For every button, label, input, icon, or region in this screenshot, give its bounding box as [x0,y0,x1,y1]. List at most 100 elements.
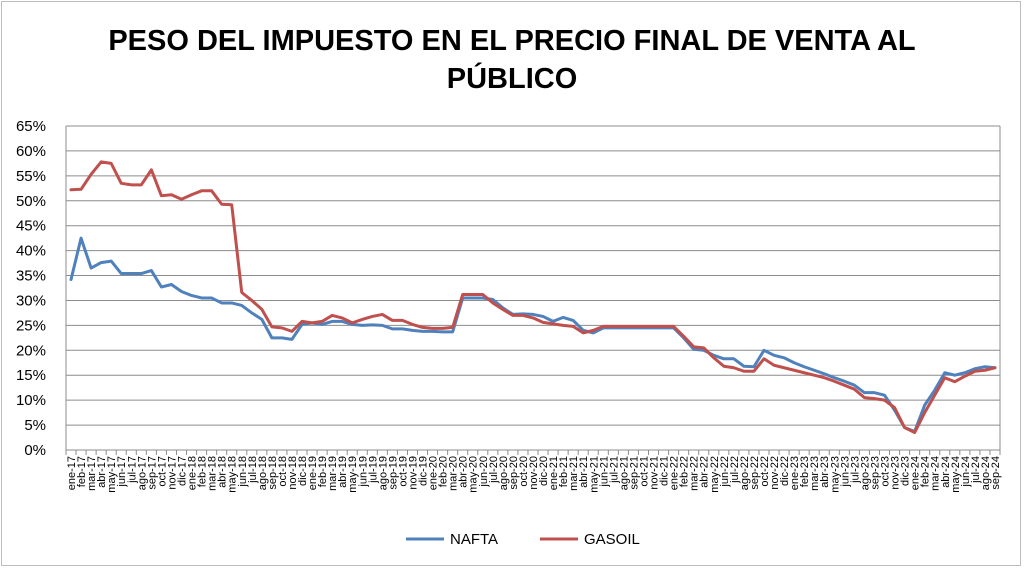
series-line-nafta [69,236,997,434]
x-tick-label: ago-22 [739,456,751,490]
x-tick-label: oct-23 [880,456,892,487]
x-tick-label: dic-23 [900,456,912,486]
x-tick-label: oct-18 [277,456,289,487]
x-tick-label: jun-17 [116,456,128,488]
chart-title: PESO DEL IMPUESTO EN EL PRECIO FINAL DE … [108,25,916,95]
x-tick-label: mar-22 [689,456,701,491]
x-tick-label: jul-19 [367,456,379,484]
x-tick-label: ago-19 [377,456,389,490]
x-tick-label: ene-18 [187,456,199,490]
x-tick-label: ago-23 [859,456,871,490]
x-tick-label: ene-22 [669,456,681,490]
x-tick-label: ene-20 [428,456,440,490]
x-tick-label: jul-21 [608,456,620,484]
x-tick-label: may-17 [106,456,118,493]
x-tick-label: abr-23 [819,456,831,488]
x-tick-label: sep-19 [387,456,399,490]
x-tick-label: jun-23 [839,456,851,488]
legend-label-gasoil: GASOIL [584,531,640,548]
y-tick-label: 5% [24,417,46,434]
x-tick-label: feb-17 [76,456,88,487]
x-tick-label: may-18 [227,456,239,493]
x-tick-label: ago-20 [498,456,510,490]
x-tick-label: abr-21 [578,456,590,488]
x-tick-label: feb-22 [679,456,691,487]
legend-label-nafta: NAFTA [450,531,498,548]
y-tick-label: 55% [16,168,46,185]
y-tick-label: 40% [16,243,46,260]
series-points-nafta [71,238,996,432]
x-tick-label: jul-24 [970,456,982,484]
x-tick-label: may-20 [468,456,480,493]
y-tick-label: 60% [16,143,46,160]
x-tick-label: jun-22 [719,456,731,488]
x-tick-label: dic-22 [779,456,791,486]
x-tick-label: sep-17 [146,456,158,490]
x-tick-label: feb-19 [317,456,329,487]
x-tick-label: oct-19 [397,456,409,487]
x-tick-label: sep-22 [749,456,761,490]
x-tick-label: dic-19 [418,456,430,486]
x-tick-label: mar-21 [568,456,580,491]
x-tick-label: dic-18 [297,456,309,486]
x-tick-label: feb-20 [438,456,450,487]
x-tick-label: ene-23 [789,456,801,490]
x-tick-label: nov-19 [407,456,419,490]
x-tick-label: ene-21 [548,456,560,490]
y-tick-label: 35% [16,268,46,285]
x-tick-label: ene-19 [307,456,319,490]
x-tick-label: nov-21 [649,456,661,490]
series-line-gasoil [69,160,997,435]
x-tick-label: feb-24 [920,456,932,487]
x-tick-label: nov-18 [287,456,299,490]
x-tick-label: abr-19 [337,456,349,488]
x-tick-label: ago-17 [136,456,148,490]
x-tick-label: sep-21 [628,456,640,490]
y-tick-label: 65% [16,118,46,135]
x-tick-label: jul-23 [849,456,861,484]
x-tick-label: jun-19 [357,456,369,488]
x-tick-label: oct-17 [156,456,168,487]
x-tick-label: may-24 [950,456,962,493]
x-tick-label: mar-19 [327,456,339,491]
x-tick-label: nov-20 [528,456,540,490]
x-tick-label: jul-20 [488,456,500,484]
y-tick-label: 45% [16,218,46,235]
x-tick-label: sep-23 [869,456,881,490]
x-tick-label: feb-23 [799,456,811,487]
x-tick-label: sep-20 [508,456,520,490]
x-tick-label: may-19 [347,456,359,493]
x-tick-label: nov-22 [769,456,781,490]
y-tick-label: 25% [16,317,46,334]
x-tick-label: may-22 [709,456,721,493]
x-tick-label: jun-18 [237,456,249,488]
x-tick-label: oct-20 [518,456,530,487]
x-tick-label: may-23 [829,456,841,493]
x-tick-label: mar-17 [86,456,98,491]
x-tick-label: jul-18 [247,456,259,484]
x-tick-label: jun-21 [598,456,610,488]
x-tick-label: jun-24 [960,456,972,488]
x-tick-label: mar-18 [207,456,219,491]
x-tick-label: oct-21 [638,456,650,487]
y-tick-label: 10% [16,392,46,409]
x-tick-label: dic-17 [176,456,188,486]
x-tick-label: sep-24 [990,456,1002,490]
x-tick-label: ene-17 [66,456,78,490]
x-tick-label: abr-20 [458,456,470,488]
x-tick-label: ene-24 [910,456,922,490]
x-tick-label: ago-18 [257,456,269,490]
y-tick-label: 30% [16,292,46,309]
x-tick-label: jul-17 [126,456,138,484]
x-tick-label: sep-18 [267,456,279,490]
x-tick-label: feb-18 [197,456,209,487]
x-tick-label: nov-23 [890,456,902,490]
x-tick-label: abr-22 [699,456,711,488]
x-tick-label: jul-22 [729,456,741,484]
x-tick-label: jun-20 [478,456,490,488]
x-tick-label: feb-21 [558,456,570,487]
x-tick-label: ago-24 [980,456,992,490]
x-tick-label: may-21 [588,456,600,493]
x-tick-label: mar-20 [448,456,460,491]
